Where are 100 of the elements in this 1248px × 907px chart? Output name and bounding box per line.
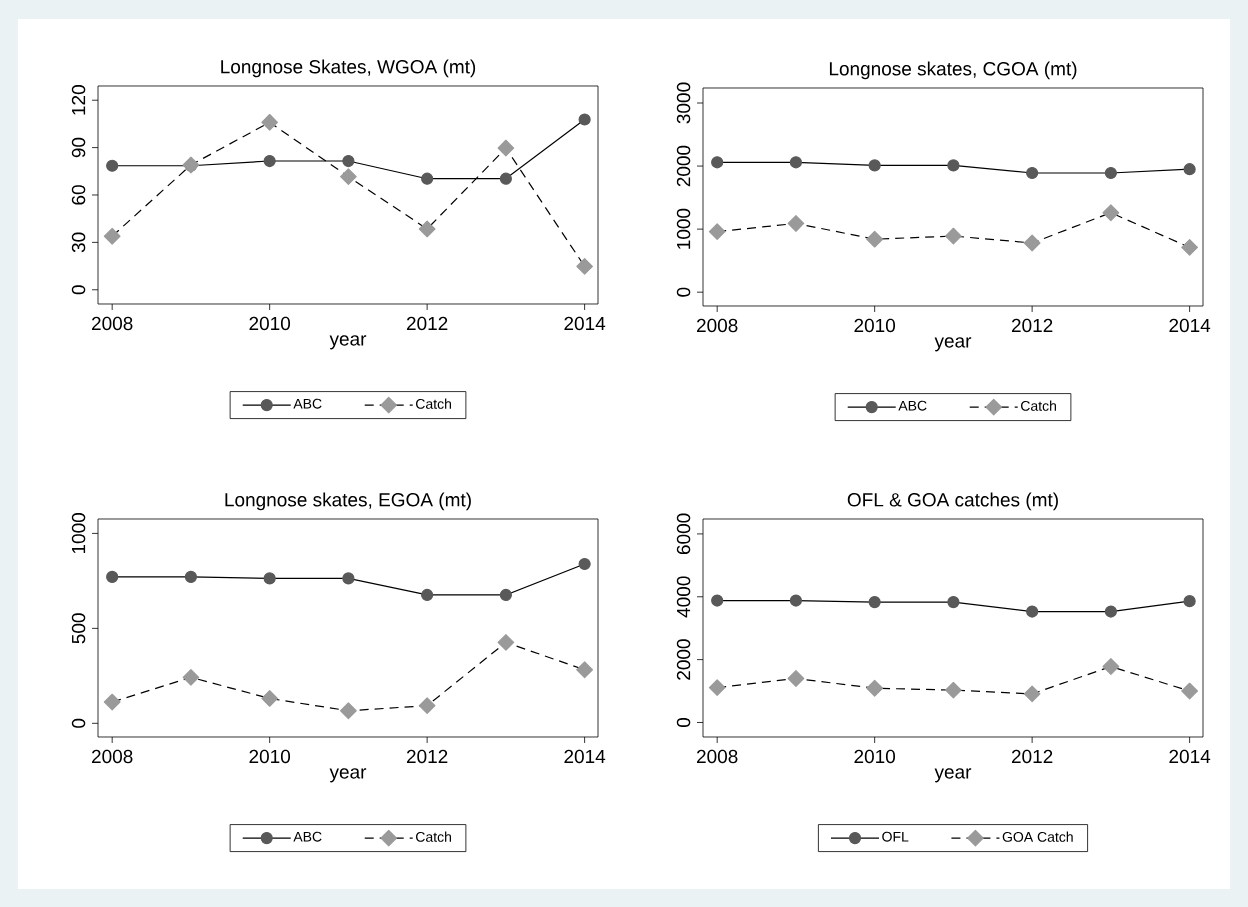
point xyxy=(945,681,962,699)
point xyxy=(1026,605,1039,618)
x-tick-label: 2008 xyxy=(697,749,738,764)
point xyxy=(342,154,355,168)
x-tick-label: 2010 xyxy=(249,316,291,331)
point xyxy=(578,113,591,126)
legend-label: Catch xyxy=(416,831,451,842)
x-axis-title: year xyxy=(329,768,367,783)
point xyxy=(106,570,119,584)
point xyxy=(103,227,121,245)
point xyxy=(1102,658,1120,675)
point xyxy=(1102,204,1120,222)
y-tick-label: 2000 xyxy=(676,145,691,187)
x-tick-label: 2010 xyxy=(249,749,291,764)
legend-label: OFL xyxy=(882,831,909,842)
point xyxy=(263,572,276,585)
point xyxy=(947,159,960,172)
point xyxy=(184,570,198,584)
x-axis-title: year xyxy=(329,335,367,350)
x-tick-label: 2012 xyxy=(406,749,448,764)
x-tick-label: 2008 xyxy=(92,316,133,331)
point xyxy=(945,227,962,245)
point xyxy=(103,693,121,711)
point xyxy=(711,594,724,607)
point xyxy=(578,557,591,571)
point xyxy=(708,679,726,696)
y-tick-label: 4000 xyxy=(676,576,691,618)
y-tick-label: 30 xyxy=(71,232,86,253)
point xyxy=(497,139,515,157)
legend-label: Catch xyxy=(416,398,451,409)
point xyxy=(866,230,884,248)
legend-label: ABC xyxy=(898,400,927,411)
point xyxy=(499,588,512,602)
y-tick-label: 0 xyxy=(676,717,691,728)
point xyxy=(263,154,276,168)
point xyxy=(106,159,119,172)
point xyxy=(868,159,881,172)
chart-title: Longnose Skates, WGOA (mt) xyxy=(221,59,476,78)
point xyxy=(708,223,726,241)
point xyxy=(1104,166,1117,180)
legend-label: Catch xyxy=(1021,400,1056,411)
point xyxy=(1181,239,1198,256)
point xyxy=(1183,163,1196,176)
point xyxy=(1183,595,1196,608)
x-tick-label: 2012 xyxy=(1011,318,1053,333)
chart-title: Longnose skates, CGOA (mt) xyxy=(829,61,1077,80)
point xyxy=(1026,166,1039,180)
y-tick-label: 1000 xyxy=(676,208,691,249)
point xyxy=(789,594,803,607)
chart-title: OFL & GOA catches (mt) xyxy=(847,492,1058,511)
legend-label: GOA Catch xyxy=(1002,831,1073,842)
point xyxy=(789,156,803,169)
y-tick-label: 120 xyxy=(71,85,86,115)
y-tick-label: 0 xyxy=(676,287,691,297)
point xyxy=(261,690,279,707)
point xyxy=(1023,685,1041,703)
point xyxy=(421,588,434,602)
point xyxy=(497,634,515,651)
x-tick-label: 2012 xyxy=(1011,749,1053,764)
point xyxy=(711,156,724,169)
point xyxy=(182,668,200,686)
y-tick-label: 0 xyxy=(71,718,86,728)
point xyxy=(787,215,805,232)
y-tick-label: 3000 xyxy=(676,82,691,124)
point xyxy=(866,679,884,697)
point xyxy=(787,670,805,687)
point xyxy=(261,113,279,131)
x-tick-label: 2014 xyxy=(1169,749,1211,764)
point xyxy=(421,172,434,185)
x-tick-label: 2008 xyxy=(697,318,738,333)
point xyxy=(418,220,436,238)
point xyxy=(576,661,593,679)
x-tick-label: 2010 xyxy=(854,749,896,764)
x-axis-title: year xyxy=(934,337,972,352)
point xyxy=(1104,605,1117,618)
x-tick-label: 2014 xyxy=(564,316,606,331)
x-tick-label: 2012 xyxy=(406,316,448,331)
y-tick-label: 90 xyxy=(71,137,86,158)
point xyxy=(1181,682,1198,700)
point xyxy=(342,572,355,585)
y-tick-label: 2000 xyxy=(676,639,691,680)
x-tick-label: 2008 xyxy=(92,749,133,764)
legend-label: ABC xyxy=(293,398,322,409)
legend-label: ABC xyxy=(293,831,322,842)
y-tick-label: 60 xyxy=(71,185,86,205)
x-axis-title: year xyxy=(934,768,972,783)
point xyxy=(340,168,357,186)
point xyxy=(1023,234,1041,252)
x-tick-label: 2010 xyxy=(854,318,896,333)
point xyxy=(499,172,512,185)
y-tick-label: 6000 xyxy=(676,513,691,555)
point xyxy=(418,697,436,715)
y-tick-label: 1000 xyxy=(71,513,86,554)
point xyxy=(576,258,593,275)
y-tick-label: 500 xyxy=(71,613,86,644)
chart-title: Longnose skates, EGOA (mt) xyxy=(225,492,471,511)
x-tick-label: 2014 xyxy=(564,749,606,764)
point xyxy=(947,596,960,609)
point xyxy=(868,596,881,609)
point xyxy=(340,702,357,720)
